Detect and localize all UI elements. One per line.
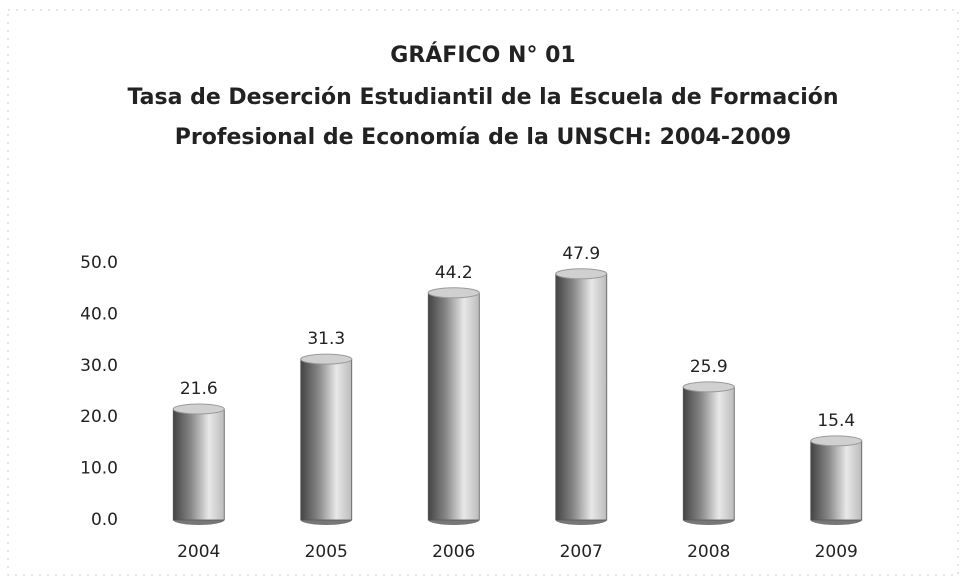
bar xyxy=(300,358,353,521)
x-tick-label: 2007 xyxy=(560,542,603,562)
x-tick-label: 2009 xyxy=(815,542,858,562)
y-tick-label: 30.0 xyxy=(80,356,118,376)
bar-cap xyxy=(555,268,608,280)
data-label: 31.3 xyxy=(307,329,345,349)
data-label: 25.9 xyxy=(690,357,728,377)
chart-subtitle: Tasa de Deserción Estudiantil de la Escu… xyxy=(127,85,838,110)
y-tick-label: 10.0 xyxy=(80,459,118,479)
chart-border xyxy=(7,9,959,576)
data-label: 47.9 xyxy=(562,244,600,264)
bar xyxy=(682,386,735,521)
bar-cap xyxy=(427,287,480,299)
data-label: 21.6 xyxy=(180,379,218,399)
y-tick-label: 20.0 xyxy=(80,407,118,427)
bar xyxy=(810,440,863,521)
x-tick-label: 2004 xyxy=(177,542,220,562)
y-tick-label: 50.0 xyxy=(80,253,118,273)
x-tick-label: 2005 xyxy=(305,542,348,562)
bar-cap xyxy=(172,403,225,415)
bar-cap xyxy=(682,381,735,393)
bar xyxy=(427,292,480,521)
bar-cap xyxy=(810,435,863,447)
y-tick-label: 40.0 xyxy=(80,304,118,324)
x-tick-label: 2006 xyxy=(432,542,475,562)
bar xyxy=(172,408,225,521)
data-label: 44.2 xyxy=(435,263,473,283)
chart-title: GRÁFICO N° 01 xyxy=(390,42,575,68)
x-tick-label: 2008 xyxy=(687,542,730,562)
chart-subtitle: Profesional de Economía de la UNSCH: 200… xyxy=(175,125,791,150)
data-label: 15.4 xyxy=(817,411,855,431)
bar xyxy=(555,273,608,521)
bar-cap xyxy=(300,353,353,365)
y-tick-label: 0.0 xyxy=(91,510,118,530)
